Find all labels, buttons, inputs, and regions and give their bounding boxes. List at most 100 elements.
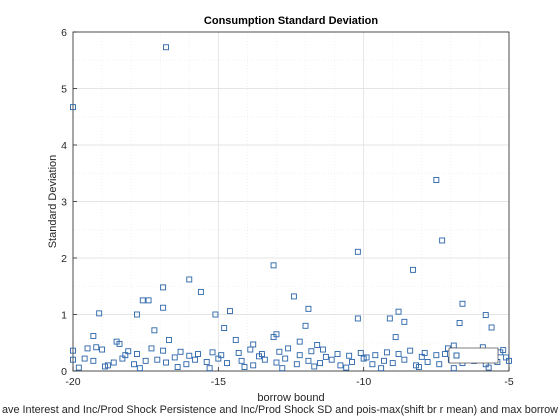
data-point bbox=[116, 340, 123, 347]
y-tick-label: 2 bbox=[61, 253, 67, 265]
data-point bbox=[142, 357, 149, 364]
data-point bbox=[372, 352, 379, 359]
data-point bbox=[314, 342, 321, 348]
data-point bbox=[212, 311, 219, 318]
data-point bbox=[99, 346, 106, 353]
data-point bbox=[136, 365, 143, 372]
data-point bbox=[343, 364, 350, 371]
data-point bbox=[337, 362, 344, 369]
data-point bbox=[296, 352, 303, 359]
data-point bbox=[424, 359, 431, 365]
data-point bbox=[395, 308, 402, 315]
data-point bbox=[75, 364, 82, 371]
data-point bbox=[369, 361, 376, 368]
legend-label: ave Interest and Inc/Prod Shock Persiste… bbox=[2, 404, 558, 416]
data-point bbox=[293, 361, 300, 368]
data-point bbox=[410, 266, 417, 273]
data-point bbox=[482, 312, 489, 319]
data-point bbox=[221, 325, 228, 332]
data-point bbox=[177, 348, 184, 355]
data-point bbox=[407, 347, 414, 354]
data-point bbox=[160, 304, 167, 311]
y-tick-label: 4 bbox=[61, 140, 67, 152]
data-point bbox=[148, 345, 155, 352]
data-point bbox=[133, 351, 140, 357]
legend-box bbox=[448, 347, 499, 364]
data-point bbox=[165, 336, 172, 343]
data-point bbox=[186, 352, 193, 359]
data-point bbox=[96, 310, 103, 317]
data-point bbox=[383, 349, 390, 356]
y-axis-label: Standard Deviation bbox=[47, 155, 59, 249]
data-point bbox=[197, 288, 204, 295]
data-point bbox=[357, 349, 364, 356]
data-point bbox=[238, 357, 245, 364]
data-point bbox=[285, 345, 292, 352]
data-point bbox=[308, 348, 315, 355]
data-point bbox=[256, 353, 262, 360]
data-point bbox=[247, 346, 254, 353]
grid bbox=[72, 31, 510, 372]
data-point bbox=[439, 237, 446, 244]
data-point bbox=[354, 248, 361, 255]
data-point bbox=[354, 315, 361, 322]
data-point bbox=[102, 363, 108, 370]
data-point bbox=[415, 364, 422, 370]
data-point bbox=[433, 177, 440, 183]
data-point bbox=[183, 361, 190, 368]
y-tick-label: 3 bbox=[61, 197, 67, 209]
data-point bbox=[81, 355, 88, 362]
data-point bbox=[386, 315, 393, 322]
data-point bbox=[163, 359, 169, 366]
data-point bbox=[317, 360, 324, 367]
data-point bbox=[270, 262, 277, 269]
data-point bbox=[70, 356, 76, 363]
data-point bbox=[206, 365, 213, 372]
data-point bbox=[363, 354, 370, 361]
data-point bbox=[276, 348, 283, 355]
y-tick-label: 1 bbox=[61, 310, 67, 322]
data-point bbox=[227, 308, 233, 315]
data-point bbox=[171, 354, 178, 361]
data-point bbox=[401, 356, 408, 363]
data-point bbox=[122, 352, 129, 359]
data-point bbox=[322, 353, 329, 360]
data-point bbox=[311, 363, 318, 370]
data-point bbox=[133, 311, 140, 318]
data-point bbox=[305, 305, 312, 312]
data-point bbox=[151, 327, 158, 334]
data-point bbox=[145, 297, 152, 304]
data-point bbox=[488, 324, 495, 331]
data-point bbox=[418, 353, 425, 360]
data-point bbox=[90, 333, 97, 339]
y-tick-label: 6 bbox=[61, 27, 67, 39]
data-point bbox=[459, 300, 466, 307]
data-point bbox=[93, 344, 100, 351]
data-point bbox=[160, 347, 167, 354]
data-point bbox=[110, 359, 117, 366]
data-point bbox=[282, 355, 289, 362]
data-point bbox=[433, 352, 440, 359]
data-point bbox=[328, 356, 335, 363]
data-point bbox=[378, 365, 385, 372]
data-point bbox=[215, 355, 222, 362]
data-point bbox=[442, 351, 449, 357]
data-point bbox=[450, 342, 457, 349]
data-point bbox=[163, 44, 169, 51]
data-point bbox=[450, 365, 457, 372]
data-point bbox=[436, 361, 443, 368]
x-tick-label: -5 bbox=[504, 376, 513, 388]
data-point bbox=[270, 334, 277, 341]
data-point bbox=[186, 276, 193, 283]
data-point bbox=[320, 346, 326, 353]
x-tick-label: -10 bbox=[356, 376, 371, 388]
y-tick-label: 0 bbox=[61, 366, 67, 378]
data-point bbox=[195, 351, 201, 357]
data-point bbox=[160, 284, 167, 291]
data-point bbox=[70, 104, 76, 111]
x-axis-label: borrow bound bbox=[257, 392, 324, 404]
data-point bbox=[389, 360, 396, 367]
data-point bbox=[290, 293, 297, 300]
data-point bbox=[302, 322, 309, 329]
